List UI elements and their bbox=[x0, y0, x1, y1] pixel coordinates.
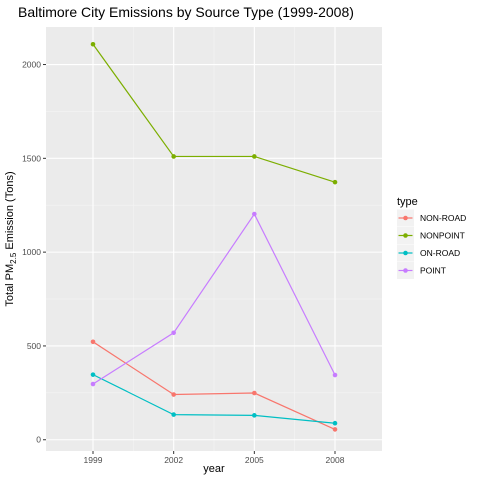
data-point-nonpoint bbox=[252, 154, 257, 159]
legend-item-nonpoint: NONPOINT bbox=[397, 227, 465, 244]
legend-label: NONPOINT bbox=[420, 231, 465, 241]
data-point-nonpoint bbox=[90, 41, 96, 47]
legend-key-point bbox=[403, 250, 408, 256]
chart-title: Baltimore City Emissions by Source Type … bbox=[18, 4, 354, 20]
legend-item-non-road: NON-ROAD bbox=[397, 209, 466, 227]
data-point-on-road bbox=[332, 420, 338, 426]
series-line-nonpoint bbox=[92, 43, 336, 183]
series-line-point bbox=[92, 212, 336, 385]
legend-label: NON-ROAD bbox=[420, 213, 466, 223]
y-axis-title-prefix: Total PM bbox=[4, 264, 16, 307]
legend-key-point bbox=[403, 233, 408, 238]
legend-title: type bbox=[397, 196, 418, 208]
x-axis: 1999 2002 2005 2008 bbox=[84, 451, 345, 465]
y-tick-label: 1000 bbox=[22, 247, 41, 257]
series-on-road bbox=[90, 372, 338, 426]
x-tick-label: 2005 bbox=[245, 455, 264, 465]
legend-label: POINT bbox=[420, 266, 446, 276]
data-point-on-road bbox=[171, 412, 176, 417]
data-point-point bbox=[171, 330, 176, 336]
data-point-non-road bbox=[332, 427, 338, 432]
data-point-point bbox=[252, 211, 257, 217]
x-tick-label: 1999 bbox=[84, 455, 103, 465]
y-axis-title-subscript: 2.5 bbox=[9, 252, 18, 264]
series-line-on-road bbox=[92, 374, 336, 424]
y-axis-title-suffix: Emission (Tons) bbox=[4, 171, 16, 252]
y-tick-label: 2000 bbox=[22, 60, 41, 70]
legend-item-on-road: ON-ROAD bbox=[397, 244, 460, 262]
x-tick-label: 2008 bbox=[326, 455, 345, 465]
data-point-on-road bbox=[90, 372, 96, 377]
y-axis-title: Total PM2.5 Emission (Tons) bbox=[4, 171, 18, 306]
x-tick-label: 2002 bbox=[164, 455, 183, 465]
legend: type NON-ROAD NONPOINT ON-ROAD POINT bbox=[397, 196, 466, 279]
x-axis-title: year bbox=[203, 463, 225, 475]
y-tick-label: 1500 bbox=[22, 153, 41, 163]
y-tick-label: 0 bbox=[36, 435, 41, 445]
y-axis: 0 500 1000 1500 2000 bbox=[22, 60, 46, 445]
data-point-point bbox=[90, 381, 96, 387]
series-non-road bbox=[90, 339, 338, 432]
data-point-on-road bbox=[252, 413, 257, 418]
data-point-non-road bbox=[252, 390, 257, 396]
series-nonpoint bbox=[90, 41, 338, 185]
data-point-non-road bbox=[171, 392, 176, 397]
legend-label: ON-ROAD bbox=[420, 248, 460, 258]
series-point bbox=[90, 211, 338, 387]
series-layer bbox=[90, 41, 338, 432]
data-point-non-road bbox=[90, 339, 96, 345]
legend-key-point bbox=[403, 268, 408, 273]
legend-key-point bbox=[403, 215, 408, 221]
series-line-non-road bbox=[92, 341, 336, 430]
data-point-nonpoint bbox=[332, 179, 338, 185]
y-tick-label: 500 bbox=[27, 341, 41, 351]
data-point-point bbox=[332, 372, 338, 378]
legend-item-point: POINT bbox=[397, 262, 446, 279]
gridlines bbox=[46, 27, 382, 451]
data-point-nonpoint bbox=[171, 154, 176, 159]
